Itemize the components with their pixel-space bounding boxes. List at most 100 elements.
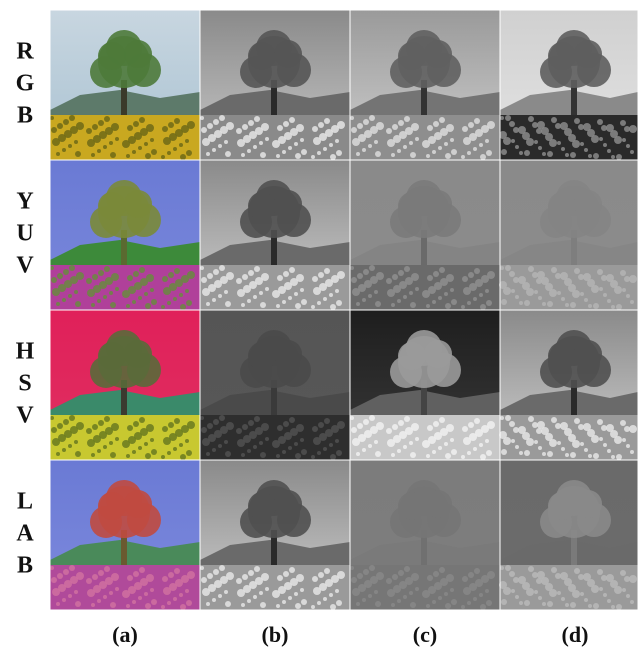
row-letter: U [16, 221, 33, 247]
flower [283, 121, 289, 127]
flower [241, 603, 245, 607]
flower [276, 454, 280, 458]
flower [92, 424, 98, 430]
flower [201, 427, 207, 433]
flower [317, 301, 321, 305]
flower [242, 274, 248, 280]
flower [200, 566, 204, 570]
canopy [398, 192, 426, 220]
flower [439, 417, 445, 423]
flower [593, 453, 599, 459]
flower [397, 599, 401, 603]
flower [392, 574, 398, 580]
flower [547, 301, 553, 307]
canopy [124, 190, 152, 218]
flower [201, 277, 207, 283]
flower [415, 287, 419, 291]
flower [168, 122, 174, 128]
flower [111, 273, 119, 281]
flower [139, 267, 145, 273]
row-letter: L [17, 489, 33, 515]
flower [301, 149, 307, 155]
flower [335, 289, 339, 293]
flower [583, 273, 591, 281]
flower [50, 116, 54, 120]
flower [324, 268, 330, 274]
flower [282, 600, 286, 604]
flower [138, 296, 142, 300]
flower [557, 141, 561, 145]
flower [439, 117, 445, 123]
flower [446, 274, 454, 282]
flower [150, 438, 154, 442]
flower [630, 300, 634, 304]
flower [98, 270, 104, 276]
flower [534, 290, 538, 294]
flower [225, 301, 231, 307]
flower [524, 150, 530, 156]
flower [265, 587, 269, 591]
flower [515, 445, 519, 449]
flower [603, 143, 607, 147]
flower [351, 127, 357, 133]
flower [104, 566, 110, 572]
canopy [274, 40, 302, 68]
flower [409, 141, 413, 145]
flower [363, 119, 369, 125]
canopy [124, 40, 152, 68]
flower [168, 272, 174, 278]
flower [126, 454, 130, 458]
flower [629, 125, 637, 133]
flower [397, 149, 401, 153]
flower [350, 266, 354, 270]
flower [260, 602, 266, 608]
flower [403, 595, 407, 599]
flower [180, 604, 186, 610]
flower [241, 453, 245, 457]
flower [369, 115, 375, 121]
canopy [98, 342, 126, 370]
flower [519, 301, 523, 305]
flower [168, 422, 174, 428]
flower [461, 305, 465, 309]
flower [173, 447, 177, 451]
flower [538, 446, 542, 450]
flower [300, 588, 304, 592]
image-cell [350, 310, 500, 460]
flower [115, 137, 119, 141]
flower [133, 271, 139, 277]
canopy [248, 192, 276, 220]
flower [110, 452, 116, 458]
flower [337, 421, 345, 429]
flower [509, 571, 515, 577]
flower [109, 591, 113, 595]
flower [57, 273, 63, 279]
flower [74, 290, 78, 294]
flower [561, 297, 565, 301]
flower [335, 439, 339, 443]
flower [356, 152, 360, 156]
flower [445, 153, 451, 159]
flower [398, 420, 404, 426]
flower [335, 139, 339, 143]
flower [583, 423, 591, 431]
flower [97, 299, 101, 303]
flower [391, 603, 395, 607]
flower [622, 138, 626, 142]
flower [607, 299, 611, 303]
flower [289, 267, 295, 273]
flower [528, 266, 534, 272]
flower [580, 442, 584, 446]
flower [446, 124, 454, 132]
flower [580, 292, 584, 296]
flower [248, 420, 254, 426]
flower [450, 588, 454, 592]
flower [294, 292, 298, 296]
canopy [548, 492, 576, 520]
flower [283, 421, 289, 427]
flower [57, 423, 63, 429]
flower [206, 152, 210, 156]
flower [444, 592, 448, 596]
flower [146, 274, 154, 282]
flower [174, 568, 180, 574]
